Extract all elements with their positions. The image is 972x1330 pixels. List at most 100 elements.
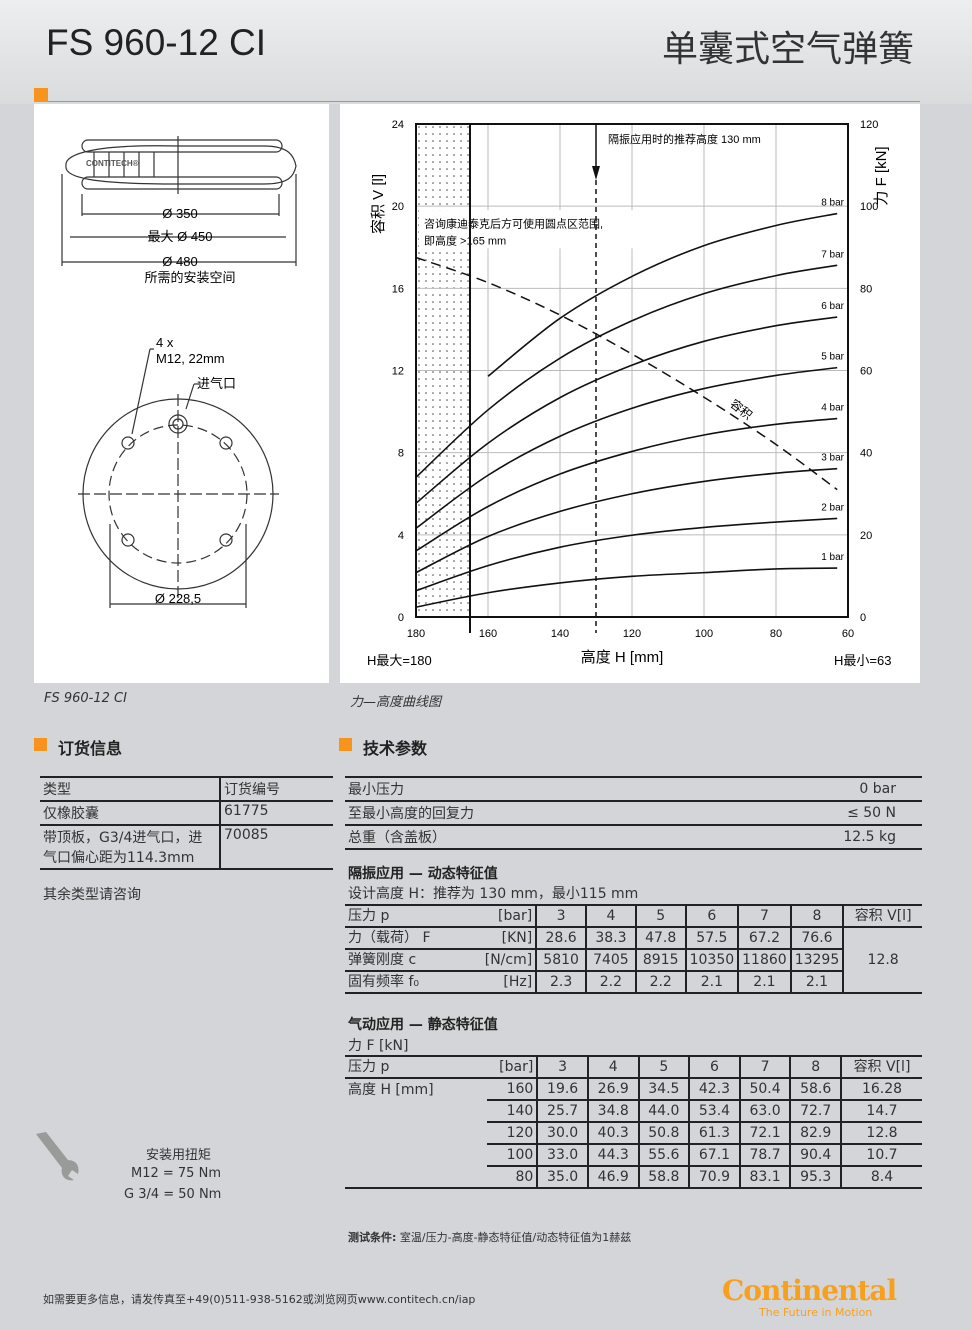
orange-marker	[339, 738, 352, 751]
header-cell: 8	[789, 905, 844, 927]
torque-title: 安装用扭矩	[146, 1148, 212, 1163]
header-cell: 6	[684, 905, 739, 927]
table-row: 140 25.7 34.8 44.0 53.4 63.0 72.7 14.7	[345, 1100, 922, 1123]
type-cell: 带顶板，G3/4进气口，进气口偏心距为114.3mm	[40, 825, 221, 869]
value-cell: 10350	[684, 949, 739, 971]
row-label: 固有频率 f₀	[348, 974, 419, 990]
value-cell: 46.9	[586, 1166, 639, 1188]
value-cell: 2.1	[684, 971, 739, 993]
value-cell: 63.0	[738, 1100, 791, 1123]
value-cell: 57.5	[684, 927, 739, 949]
force-curve	[415, 264, 838, 478]
y-right-tick-label: 120	[860, 119, 878, 131]
value-cell: 67.2	[737, 927, 791, 949]
x-tick-label: 60	[842, 628, 854, 640]
orange-marker	[34, 738, 47, 751]
volume-curve-label: 容积	[727, 396, 755, 423]
static-title: 气动应用 — 静态特征值	[348, 1017, 498, 1033]
header-cell: 容积 V[l]	[839, 1056, 922, 1078]
value-cell: 5810	[535, 949, 586, 971]
drawing-caption: FS 960-12 CI	[44, 691, 127, 706]
table-row: 带顶板，G3/4进气口，进气口偏心距为114.3mm 70085	[40, 825, 333, 869]
x-tick-label: 180	[407, 628, 425, 640]
order-table: 类型 订货编号 仅橡胶囊 61775 带顶板，G3/4进气口，进气口偏心距为114.3m…	[40, 776, 333, 870]
value-cell: 7405	[585, 949, 636, 971]
order-number-cell: 70085	[224, 827, 269, 843]
test-conditions-text: 室温/压力-高度-静态特征值/动态特征值为1赫兹	[396, 1231, 632, 1244]
value-cell: 35.0	[536, 1166, 588, 1188]
series-label: 5 bar	[821, 352, 844, 363]
dim-450: 最大 Ø 450	[147, 229, 212, 244]
order-note: 其余类型请咨询	[43, 887, 141, 903]
header-cell: 3	[536, 1056, 588, 1078]
value-cell: 61.3	[688, 1122, 740, 1145]
header-cell: 5	[637, 1056, 690, 1078]
y-left-tick-label: 24	[392, 119, 404, 131]
continental-logo: Continental	[722, 1274, 897, 1307]
spring-drawing: CONTITECH® Ø 350 最大 Ø 450 Ø 480 所需的安装空间 …	[61, 136, 297, 608]
value-cell: 30.0	[536, 1122, 588, 1145]
y-right-axis-label: 力 F [kN]	[873, 146, 890, 205]
header-cell: 类型	[40, 777, 221, 801]
param-label: 总重（含盖板）	[348, 830, 446, 846]
value-cell: 72.7	[789, 1100, 841, 1123]
x-tick-label: 140	[551, 628, 569, 640]
unit-cell: [N/cm]	[484, 952, 533, 968]
test-conditions-label: 测试条件:	[348, 1231, 397, 1244]
arrow-head	[592, 166, 600, 180]
drawing-panel: CONTITECH® Ø 350 最大 Ø 450 Ø 480 所需的安装空间 …	[34, 104, 329, 683]
series-label: 2 bar	[821, 502, 844, 513]
header-cell: 8	[789, 1056, 841, 1078]
wrench-icon	[36, 1132, 79, 1181]
dynamic-table: 压力 p [bar] 3 4 5 6 7 8 容积 V[l] 力（载荷） F [KN] 28.6 38.…	[345, 904, 922, 994]
value-cell: 11860	[737, 949, 791, 971]
value-cell: 58.6	[789, 1078, 841, 1101]
tech-table: 最小压力 0 bar 至最小高度的回复力 ≤ 50 N 总重（含盖板） 12.5 kg	[345, 776, 922, 850]
chart-caption: 力—高度曲线图	[350, 695, 442, 710]
torque-g34: G 3/4 = 50 Nm	[124, 1187, 222, 1202]
value-cell: 8.4	[839, 1166, 922, 1188]
order-info-title: 订货信息	[58, 739, 123, 758]
value-cell: 53.4	[688, 1100, 740, 1123]
x-tick-label: 160	[479, 628, 497, 640]
y-right-tick-label: 80	[860, 283, 872, 295]
volume-cell: 12.8	[842, 927, 922, 993]
value-cell: 67.1	[688, 1144, 740, 1167]
header-cell: 5	[634, 905, 686, 927]
header-cell: 容积 V[l]	[842, 905, 922, 927]
dynamic-subtitle: 设计高度 H：推荐为 130 mm，最小115 mm	[348, 886, 639, 902]
annotation-recommended: 隔振应用时的推荐高度 130 mm	[608, 132, 761, 146]
series-label: 3 bar	[821, 453, 844, 464]
table-row: 高度 H [mm] 160 19.6 26.9 34.5 42.3 50.4 58.6 16.2…	[345, 1078, 922, 1101]
value-cell: 82.9	[789, 1122, 841, 1145]
value-cell: 70.9	[688, 1166, 740, 1188]
value-cell: 2.1	[789, 971, 844, 993]
series-label: 7 bar	[821, 249, 844, 260]
unit-cell: [KN]	[501, 930, 533, 946]
row-label: 高度 H [mm]	[348, 1081, 434, 1098]
value-cell: 44.3	[586, 1144, 639, 1167]
value-cell: 50.8	[637, 1122, 690, 1145]
value-cell: 2.1	[737, 971, 791, 993]
value-cell: 8915	[634, 949, 686, 971]
series-label: 6 bar	[821, 301, 844, 312]
value-cell: 47.8	[634, 927, 686, 949]
row-label	[345, 1144, 487, 1166]
value-cell: 76.6	[789, 927, 844, 949]
value-cell: 16.28	[839, 1078, 922, 1101]
table-row: 力（载荷） F [KN] 28.6 38.3 47.8 57.5 67.2 76.6 12.8	[345, 927, 922, 993]
value-cell: 19.6	[536, 1078, 588, 1101]
header-cell: [bar]	[499, 1059, 534, 1075]
y-right-tick-label: 60	[860, 366, 872, 378]
param-value: ≤ 50 N	[847, 805, 896, 821]
y-right-tick-label: 100	[860, 201, 878, 213]
height-cell: 140	[486, 1100, 538, 1123]
test-conditions: 测试条件: 室温/压力-高度-静态特征值/动态特征值为1赫兹	[348, 1229, 631, 1245]
h-min-label: H最小=63	[834, 653, 891, 668]
table-row: 100 33.0 44.3 55.6 67.1 78.7 90.4 10.7	[345, 1144, 922, 1167]
y-left-axis-label: 容积 V [l]	[370, 174, 387, 234]
value-cell: 50.4	[738, 1078, 791, 1101]
series-label: 4 bar	[821, 403, 844, 414]
value-cell: 26.9	[586, 1078, 639, 1101]
air-inlet-label: 进气口	[197, 376, 236, 391]
